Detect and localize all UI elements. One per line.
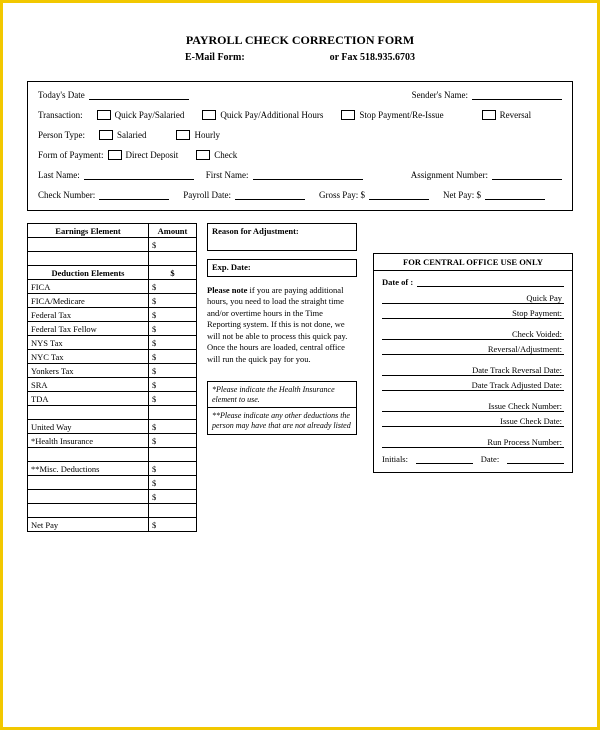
payroll-date-label: Payroll Date: [183,190,231,200]
reversal-checkbox[interactable] [482,110,496,120]
senders-name-label: Sender's Name: [412,90,468,100]
table-row: Yonkers Tax [28,364,149,378]
net-pay-field[interactable] [485,190,545,200]
table-row: Federal Tax Fellow [28,322,149,336]
lower-section: Earnings ElementAmount Deduction Element… [27,223,573,532]
quick-pay-additional-label: Quick Pay/Additional Hours [220,110,323,120]
earnings-table: Earnings ElementAmount Deduction Element… [27,223,197,532]
table-row: *Health Insurance [28,434,149,448]
table-row: Federal Tax [28,308,149,322]
direct-deposit-checkbox[interactable] [108,150,122,160]
direct-deposit-label: Direct Deposit [126,150,179,160]
quick-pay-additional-checkbox[interactable] [202,110,216,120]
person-type-label: Person Type: [38,130,85,140]
central-line: Check Voided: [512,329,562,339]
todays-date-label: Today's Date [38,90,85,100]
hourly-checkbox[interactable] [176,130,190,140]
central-office-box: FOR CENTRAL OFFICE USE ONLY Date of : Qu… [373,253,573,473]
senders-name-field[interactable] [472,90,562,100]
email-form-label: E-Mail Form: [185,52,245,63]
initials-field[interactable] [416,454,473,464]
check-label: Check [214,150,237,160]
reversal-label: Reversal [500,110,532,120]
stop-payment-label: Stop Payment/Re-Issue [359,110,443,120]
footnote-box: *Please indicate the Health Insurance el… [207,381,357,434]
table-row: **Misc. Deductions [28,462,149,476]
assignment-number-field[interactable] [492,170,562,180]
table-row: TDA [28,392,149,406]
check-number-field[interactable] [99,190,169,200]
please-note: Please note if you are paying additional… [207,285,357,365]
date-of-field[interactable] [417,277,564,287]
central-line: Issue Check Number: [488,401,562,411]
stop-payment-checkbox[interactable] [341,110,355,120]
quick-pay-salaried-checkbox[interactable] [97,110,111,120]
todays-date-field[interactable] [89,90,189,100]
exp-date-box[interactable]: Exp. Date: [207,259,357,277]
form-subtitle: E-Mail Form: or Fax 518.935.6703 [27,52,573,63]
central-line: Quick Pay [526,293,562,303]
payroll-date-field[interactable] [235,190,305,200]
central-line: Date Track Adjusted Date: [472,380,562,390]
table-row: NYS Tax [28,336,149,350]
first-name-field[interactable] [253,170,363,180]
footnote-2: **Please indicate any other deductions t… [212,411,352,430]
salaried-checkbox[interactable] [99,130,113,140]
quick-pay-salaried-label: Quick Pay/Salaried [115,110,185,120]
central-line: Reversal/Adjustment: [488,344,562,354]
form-header: PAYROLL CHECK CORRECTION FORM E-Mail For… [27,33,573,63]
date-of-label: Date of : [382,277,413,287]
middle-column: Reason for Adjustment: Exp. Date: Please… [207,223,357,532]
assignment-number-label: Assignment Number: [411,170,488,180]
form-of-payment-label: Form of Payment: [38,150,104,160]
date-field[interactable] [507,454,564,464]
table-row: FICA [28,280,149,294]
central-line: Date Track Reversal Date: [472,365,562,375]
earnings-element-header: Earnings Element [28,224,149,238]
table-row: FICA/Medicare [28,294,149,308]
table-row: NYC Tax [28,350,149,364]
central-office-title: FOR CENTRAL OFFICE USE ONLY [374,254,572,271]
check-number-label: Check Number: [38,190,95,200]
initials-label: Initials: [382,454,408,464]
central-line: Issue Check Date: [500,416,562,426]
form-title: PAYROLL CHECK CORRECTION FORM [27,33,573,48]
hourly-label: Hourly [194,130,220,140]
gross-pay-label: Gross Pay: $ [319,190,365,200]
footnote-1: *Please indicate the Health Insurance el… [212,385,352,404]
note-body: if you are paying additional hours, you … [207,285,347,364]
note-lead: Please note [207,285,247,295]
central-line: Run Process Number: [487,437,562,447]
date-of-row: Date of : [382,277,564,287]
last-name-field[interactable] [84,170,194,180]
deduction-elements-header: Deduction Elements [28,266,149,280]
transaction-label: Transaction: [38,110,83,120]
reason-box[interactable]: Reason for Adjustment: [207,223,357,251]
date-label: Date: [481,454,499,464]
table-row: SRA [28,378,149,392]
central-line: Stop Payment: [512,308,562,318]
net-pay-label: Net Pay: $ [443,190,481,200]
earnings-column: Earnings ElementAmount Deduction Element… [27,223,197,532]
salaried-label: Salaried [117,130,147,140]
table-row: United Way [28,420,149,434]
first-name-label: First Name: [206,170,249,180]
last-name-label: Last Name: [38,170,80,180]
form-page: PAYROLL CHECK CORRECTION FORM E-Mail For… [0,0,600,730]
info-box: Today's Date Sender's Name: Transaction:… [27,81,573,211]
gross-pay-field[interactable] [369,190,429,200]
table-row: Net Pay [28,518,149,532]
amount-header: Amount [149,224,197,238]
check-checkbox[interactable] [196,150,210,160]
central-office-column: FOR CENTRAL OFFICE USE ONLY Date of : Qu… [373,223,573,532]
fax-label: or Fax 518.935.6703 [330,52,415,63]
